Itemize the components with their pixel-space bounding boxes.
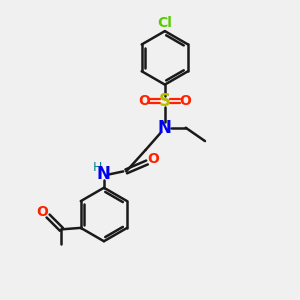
Text: Cl: Cl xyxy=(158,16,172,30)
Text: O: O xyxy=(180,94,192,108)
Text: O: O xyxy=(36,205,48,218)
Text: S: S xyxy=(159,92,171,110)
Text: N: N xyxy=(97,165,111,183)
Text: O: O xyxy=(148,152,160,166)
Text: O: O xyxy=(138,94,150,108)
Text: H: H xyxy=(93,161,102,174)
Text: N: N xyxy=(158,119,172,137)
